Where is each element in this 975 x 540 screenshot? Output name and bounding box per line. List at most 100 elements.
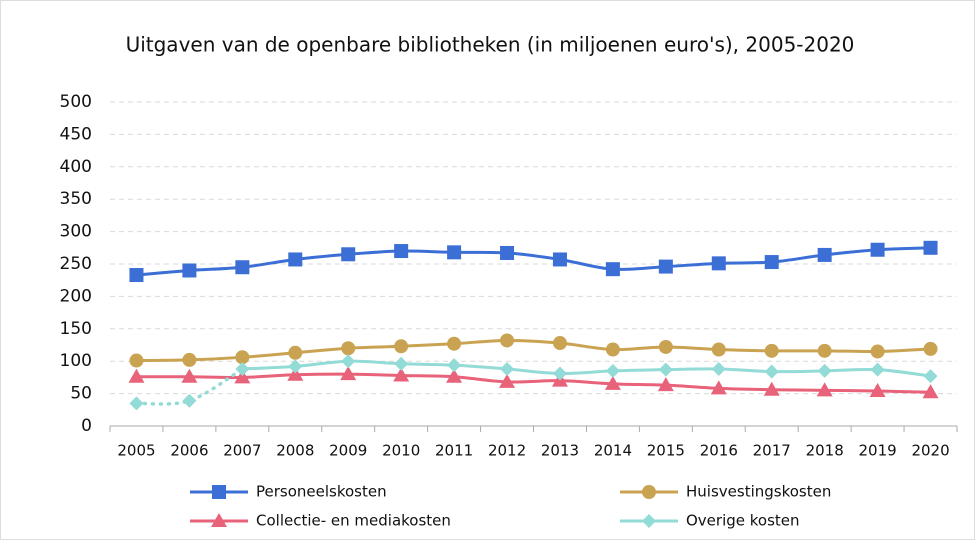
x-tick-label: 2011 xyxy=(435,442,473,460)
point xyxy=(447,358,462,373)
point xyxy=(500,333,515,348)
point xyxy=(605,262,620,277)
x-tick-label: 2005 xyxy=(117,442,155,460)
point xyxy=(341,341,356,356)
point xyxy=(129,268,144,283)
point xyxy=(817,343,832,358)
point xyxy=(447,245,462,260)
point xyxy=(922,384,939,399)
point xyxy=(288,359,303,374)
x-tick-label: 2018 xyxy=(806,442,844,460)
series-line xyxy=(136,338,931,363)
x-tick-label: 2006 xyxy=(170,442,208,460)
series-line xyxy=(136,372,931,394)
x-tick-label: 2016 xyxy=(700,442,738,460)
point xyxy=(235,260,250,275)
point xyxy=(817,247,832,262)
y-tick-label: 100 xyxy=(60,351,92,371)
point xyxy=(500,245,515,260)
point xyxy=(288,252,303,267)
point xyxy=(287,366,304,381)
legend-label: Personeelskosten xyxy=(256,483,387,501)
point xyxy=(394,356,409,371)
y-tick-label: 200 xyxy=(60,286,92,306)
point xyxy=(658,339,673,354)
legend-marker xyxy=(212,485,226,499)
x-tick-label: 2008 xyxy=(276,442,314,460)
point xyxy=(394,339,409,354)
point xyxy=(817,363,832,378)
legend-label: Huisvestingskosten xyxy=(686,483,831,501)
y-tick-label: 350 xyxy=(60,189,92,209)
x-tick-label: 2007 xyxy=(223,442,261,460)
point xyxy=(288,345,303,360)
point xyxy=(129,396,144,411)
point xyxy=(763,381,780,396)
x-tick-label: 2017 xyxy=(753,442,791,460)
point xyxy=(816,382,833,397)
point xyxy=(447,336,462,351)
point xyxy=(711,342,726,357)
point xyxy=(923,240,938,255)
legend-label: Overige kosten xyxy=(686,512,800,530)
point xyxy=(499,373,516,388)
x-tick-label: 2009 xyxy=(329,442,367,460)
point xyxy=(182,263,197,278)
y-tick-label: 450 xyxy=(60,124,92,144)
point xyxy=(710,380,727,395)
x-tick-label: 2020 xyxy=(911,442,949,460)
point xyxy=(234,369,251,384)
point xyxy=(235,361,250,376)
y-tick-label: 150 xyxy=(60,319,92,339)
point xyxy=(764,255,779,270)
y-tick-label: 50 xyxy=(70,384,92,404)
point xyxy=(393,367,410,382)
legend-marker xyxy=(642,485,656,499)
x-tick-label: 2015 xyxy=(647,442,685,460)
y-tick-label: 500 xyxy=(60,92,92,112)
point xyxy=(552,366,567,381)
x-tick-label: 2014 xyxy=(594,442,632,460)
point xyxy=(552,252,567,267)
point xyxy=(341,247,356,262)
legend-marker xyxy=(642,514,656,528)
point xyxy=(235,350,250,365)
point xyxy=(129,353,144,368)
point xyxy=(764,343,779,358)
point xyxy=(552,336,567,351)
point xyxy=(869,383,886,398)
x-tick-label: 2019 xyxy=(859,442,897,460)
point xyxy=(711,361,726,376)
point xyxy=(605,363,620,378)
point xyxy=(394,244,409,259)
point xyxy=(605,342,620,357)
y-tick-label: 300 xyxy=(60,222,92,242)
legend-label: Collectie- en mediakosten xyxy=(256,512,451,530)
point xyxy=(340,366,357,381)
point xyxy=(764,364,779,379)
point xyxy=(604,375,621,390)
point xyxy=(870,242,885,257)
point xyxy=(870,344,885,359)
x-tick-label: 2010 xyxy=(382,442,420,460)
y-tick-label: 400 xyxy=(60,157,92,177)
point xyxy=(870,362,885,377)
point xyxy=(711,256,726,271)
y-tick-label: 0 xyxy=(81,416,92,436)
point xyxy=(181,368,198,383)
point xyxy=(657,377,674,392)
x-tick-label: 2013 xyxy=(541,442,579,460)
point xyxy=(658,362,673,377)
point xyxy=(128,368,145,383)
point xyxy=(446,368,463,383)
y-tick-label: 250 xyxy=(60,254,92,274)
x-tick-label: 2012 xyxy=(488,442,526,460)
point xyxy=(182,352,197,367)
series-line xyxy=(136,246,931,277)
point xyxy=(658,259,673,274)
point xyxy=(182,393,197,408)
point xyxy=(923,369,938,384)
point xyxy=(500,361,515,376)
